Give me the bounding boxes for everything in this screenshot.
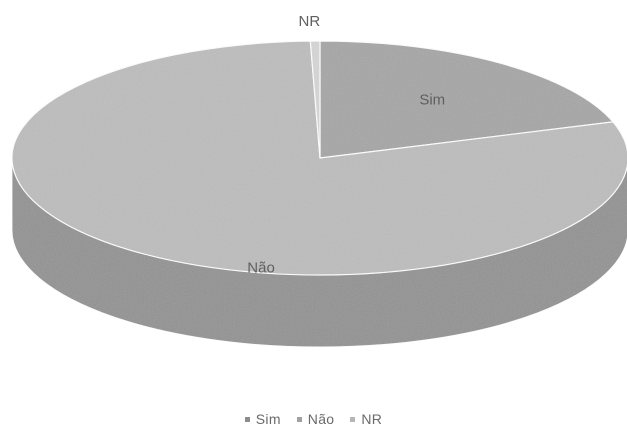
legend-label-nao: Não <box>307 411 335 427</box>
legend-swatch-sim <box>244 416 250 422</box>
legend-swatch-nao <box>296 416 302 422</box>
legend-item-nao: Não <box>296 411 335 427</box>
legend-label-sim: Sim <box>255 411 281 427</box>
data-label-sim: Sim <box>419 91 445 108</box>
pie-slice-nr <box>309 40 321 159</box>
data-label-nao: Não <box>247 259 275 276</box>
legend-item-nr: NR <box>350 411 382 427</box>
legend-swatch-nr <box>350 416 356 422</box>
chart-legend: Sim Não NR <box>0 411 627 427</box>
pie-slice-sim <box>319 40 615 159</box>
legend-item-sim: Sim <box>244 411 281 427</box>
legend-label-nr: NR <box>361 411 383 427</box>
data-label-nr: NR <box>298 13 320 30</box>
